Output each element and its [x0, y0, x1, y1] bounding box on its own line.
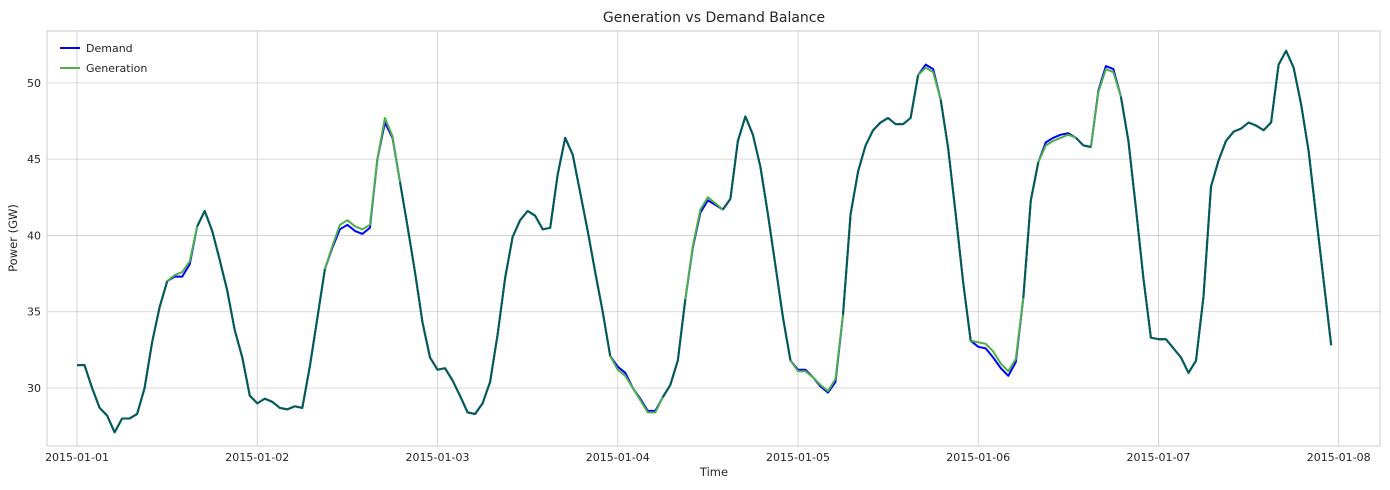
legend: Demand Generation — [60, 42, 147, 75]
series-line-demand — [77, 49, 1333, 434]
x-tick-label: 2015-01-07 — [1126, 451, 1190, 464]
grid — [47, 31, 1380, 446]
series-overlap-line — [1119, 49, 1333, 374]
series-line-generation — [77, 49, 1333, 434]
series-overlap-line — [722, 115, 792, 361]
y-axis-label: Power (GW) — [6, 204, 20, 272]
x-tick-label: 2015-01-01 — [45, 451, 109, 464]
x-axis-ticks: 2015-01-01 2015-01-02 2015-01-03 2015-01-04… — [45, 451, 1371, 464]
series-overlap-line — [939, 99, 972, 341]
y-tick-label: 30 — [27, 382, 41, 395]
legend-label-demand: Demand — [86, 42, 133, 55]
series-overlap-line — [661, 299, 687, 398]
y-tick-label: 35 — [27, 306, 41, 319]
y-tick-label: 50 — [27, 77, 41, 90]
x-tick-label: 2015-01-03 — [406, 451, 470, 464]
y-tick-label: 40 — [27, 229, 41, 242]
chart-title: Generation vs Demand Balance — [603, 10, 825, 26]
x-tick-label: 2015-01-04 — [586, 451, 650, 464]
x-axis-label: Time — [699, 465, 728, 479]
x-tick-label: 2015-01-02 — [225, 451, 289, 464]
x-tick-label: 2015-01-08 — [1307, 451, 1371, 464]
y-tick-label: 45 — [27, 153, 41, 166]
series-overlap-line — [399, 136, 612, 415]
series-overlap-line — [842, 75, 920, 315]
series-overlap-line — [1022, 162, 1040, 299]
series-overlap-line — [1075, 137, 1092, 148]
plot-frame — [46, 30, 1381, 447]
y-axis-ticks: 30 35 40 45 50 — [27, 77, 41, 395]
x-tick-label: 2015-01-06 — [946, 451, 1010, 464]
series-overlap-line — [77, 280, 169, 434]
x-tick-label: 2015-01-05 — [766, 451, 830, 464]
legend-label-generation: Generation — [86, 62, 147, 75]
series-overlap-line — [196, 210, 326, 411]
series-lines — [77, 49, 1333, 434]
